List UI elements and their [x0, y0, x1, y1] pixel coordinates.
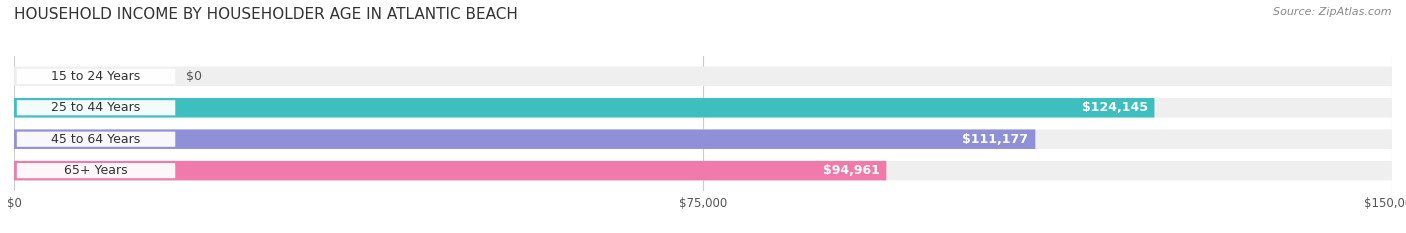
Text: 25 to 44 Years: 25 to 44 Years	[52, 101, 141, 114]
FancyBboxPatch shape	[14, 161, 886, 180]
Text: Source: ZipAtlas.com: Source: ZipAtlas.com	[1274, 7, 1392, 17]
FancyBboxPatch shape	[17, 163, 176, 178]
FancyBboxPatch shape	[14, 161, 1392, 180]
FancyBboxPatch shape	[14, 67, 1392, 86]
Text: $0: $0	[186, 70, 202, 83]
Text: 65+ Years: 65+ Years	[65, 164, 128, 177]
FancyBboxPatch shape	[17, 132, 176, 147]
FancyBboxPatch shape	[14, 98, 1392, 117]
FancyBboxPatch shape	[17, 100, 176, 115]
FancyBboxPatch shape	[14, 98, 1154, 117]
FancyBboxPatch shape	[14, 130, 1035, 149]
Text: $111,177: $111,177	[963, 133, 1028, 146]
Text: HOUSEHOLD INCOME BY HOUSEHOLDER AGE IN ATLANTIC BEACH: HOUSEHOLD INCOME BY HOUSEHOLDER AGE IN A…	[14, 7, 517, 22]
Text: $94,961: $94,961	[823, 164, 880, 177]
FancyBboxPatch shape	[17, 69, 176, 84]
Text: 15 to 24 Years: 15 to 24 Years	[52, 70, 141, 83]
Text: $124,145: $124,145	[1081, 101, 1147, 114]
Text: 45 to 64 Years: 45 to 64 Years	[52, 133, 141, 146]
FancyBboxPatch shape	[14, 130, 1392, 149]
